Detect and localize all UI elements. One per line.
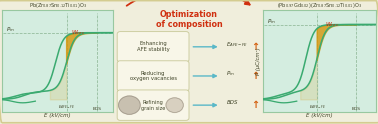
Text: E$_{AFE-FE}$: E$_{AFE-FE}$ [308,103,326,111]
Text: P$_m$: P$_m$ [226,69,235,78]
Title: Pb(Zr$_{0.87}$Sn$_{0.12}$Ti$_{0.01}$)O$_3$: Pb(Zr$_{0.87}$Sn$_{0.12}$Ti$_{0.01}$)O$_… [28,1,87,10]
Text: ↑: ↑ [251,42,259,52]
Text: P$_m$: P$_m$ [267,17,276,26]
Circle shape [166,98,183,112]
Text: BDS: BDS [226,100,238,105]
FancyArrowPatch shape [127,0,250,6]
FancyBboxPatch shape [117,32,189,62]
Text: Enhancing
AFE stability: Enhancing AFE stability [137,41,169,52]
Text: ↑: ↑ [251,100,259,110]
Text: E$_{AFE-FE}$: E$_{AFE-FE}$ [58,103,75,111]
FancyBboxPatch shape [117,90,189,120]
Circle shape [119,96,140,114]
Text: E$_{AFE-FE}$: E$_{AFE-FE}$ [226,40,248,49]
Y-axis label: P (μC/cm²): P (μC/cm²) [256,47,261,75]
Text: BDS: BDS [351,107,360,111]
X-axis label: E (kV/cm): E (kV/cm) [306,113,333,118]
Text: Optimization
of composition: Optimization of composition [156,10,222,30]
X-axis label: E (kV/cm): E (kV/cm) [44,113,71,118]
Title: (Pb$_{0.97}$Gd$_{0.02}$)(Zr$_{0.87}$Sn$_{0.12}$Ti$_{0.01}$)O$_3$: (Pb$_{0.97}$Gd$_{0.02}$)(Zr$_{0.87}$Sn$_… [277,1,362,10]
Text: P$_m$: P$_m$ [6,25,15,34]
Text: ↑: ↑ [251,71,259,81]
FancyBboxPatch shape [117,61,189,91]
Text: Reducing
oxygen vacancies: Reducing oxygen vacancies [130,71,177,81]
Text: Refining
grain size: Refining grain size [141,100,165,110]
Text: W$_{rec}$: W$_{rec}$ [325,20,340,29]
Text: W$_{rec}$: W$_{rec}$ [71,28,86,37]
Text: BDS: BDS [92,107,101,111]
